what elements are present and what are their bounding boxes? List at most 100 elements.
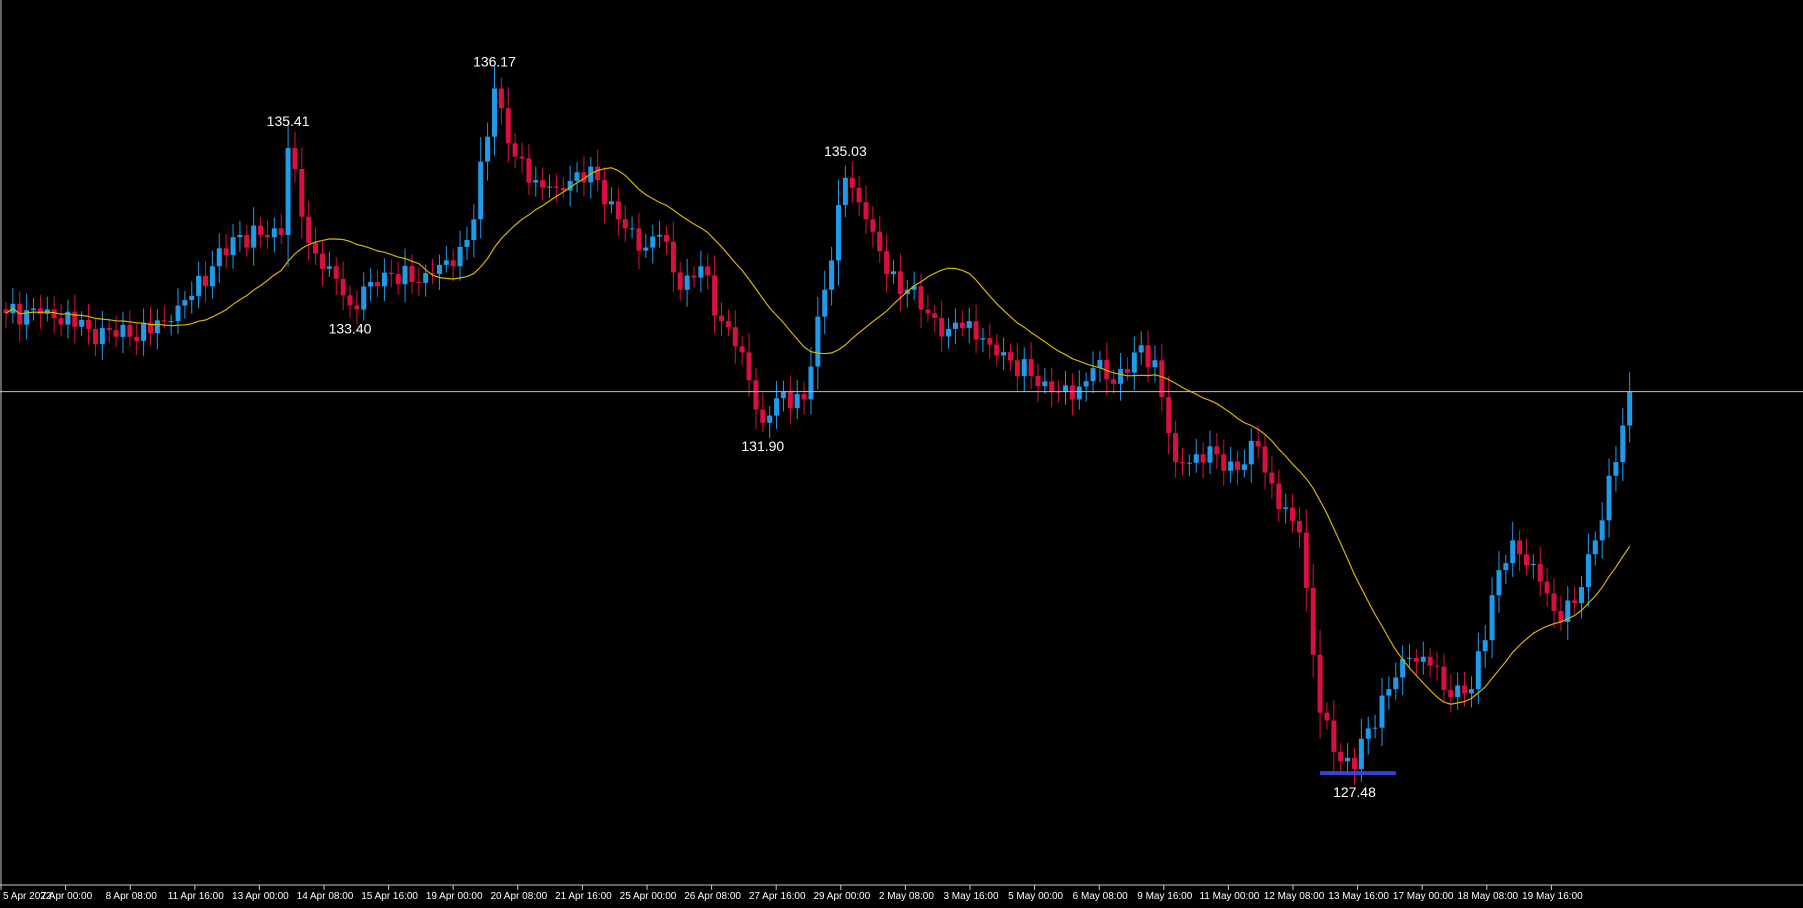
candle [1427, 648, 1433, 678]
candle-body [402, 265, 408, 285]
candle-body [925, 309, 931, 314]
candle-body [1049, 381, 1055, 392]
candle-body [980, 338, 986, 340]
candle-body [361, 286, 367, 310]
candle [120, 311, 126, 354]
candle [946, 317, 952, 349]
candle [705, 253, 711, 290]
candle [99, 310, 105, 360]
candle [147, 307, 153, 346]
candle [1200, 442, 1206, 479]
candle [189, 281, 195, 314]
candle [588, 157, 594, 199]
candle [939, 300, 945, 352]
candle [375, 269, 381, 298]
candle [1138, 331, 1144, 366]
candle [216, 233, 222, 283]
candle-body [381, 272, 387, 287]
candle-body [608, 201, 614, 205]
candle [670, 221, 676, 292]
candle [340, 261, 346, 310]
candle [381, 258, 387, 302]
candle [1042, 367, 1048, 394]
candle [980, 327, 986, 352]
candle [1269, 456, 1275, 500]
candle-body [423, 273, 429, 283]
candle [849, 161, 855, 204]
candle [1221, 439, 1227, 487]
candle-body [1193, 454, 1199, 463]
candle [1379, 677, 1385, 747]
candle-body [533, 180, 539, 183]
candle-body [58, 318, 64, 325]
candle [1544, 568, 1550, 607]
candle [326, 251, 332, 277]
candle-body [1503, 563, 1509, 571]
candle [987, 323, 993, 359]
candle [1331, 700, 1337, 772]
candle-body [1296, 520, 1302, 533]
candle [1407, 644, 1413, 668]
candle [1207, 430, 1213, 475]
candle [629, 216, 635, 239]
candle-body [471, 219, 477, 240]
candle-body [1173, 433, 1179, 463]
candle [1317, 629, 1323, 739]
candle-body [780, 391, 786, 399]
candle-body [1358, 738, 1364, 770]
candle-body [189, 295, 195, 301]
candle [154, 309, 160, 350]
candle [1420, 641, 1426, 675]
candle [285, 120, 291, 267]
x-tick-label: 20 Apr 08:00 [490, 891, 547, 902]
candle [1565, 586, 1571, 641]
x-tick-label: 2 May 08:00 [879, 891, 934, 902]
candle-body [161, 320, 167, 322]
candle [395, 262, 401, 295]
candle [1290, 494, 1296, 533]
candle [877, 215, 883, 263]
candle [491, 65, 497, 156]
candle-body [650, 236, 656, 248]
candle [416, 267, 422, 297]
x-tick-label: 13 May 16:00 [1328, 891, 1389, 902]
candle-body [719, 315, 725, 322]
candle-body [1090, 368, 1096, 382]
candle-body [1007, 352, 1013, 361]
candle [1523, 538, 1529, 575]
candle [1228, 446, 1234, 483]
candle-body [574, 172, 580, 181]
candle [1296, 506, 1302, 548]
candle [829, 246, 835, 306]
candle [1124, 357, 1130, 381]
candle-body [1124, 369, 1130, 373]
candle [223, 234, 229, 269]
candle-body [368, 281, 374, 287]
candle-body [877, 231, 883, 252]
candle-body [203, 275, 209, 287]
candle [835, 179, 841, 286]
candle-body [113, 330, 119, 337]
candle-body [86, 319, 92, 329]
candle-body [1235, 461, 1241, 470]
candle-body [1262, 446, 1268, 473]
candle-body [251, 225, 257, 248]
candle-body [1620, 425, 1626, 463]
candle-body [1606, 475, 1612, 521]
candle [436, 254, 442, 290]
candle [1537, 547, 1543, 597]
candle-body [891, 271, 897, 275]
candle [258, 216, 264, 248]
candle [1014, 343, 1020, 393]
candle [271, 217, 277, 253]
candle [1496, 551, 1502, 613]
candle [1283, 493, 1289, 524]
candle-body [966, 321, 972, 328]
candle [1179, 447, 1185, 476]
candle [443, 245, 449, 273]
candle [842, 165, 848, 218]
candle [1599, 502, 1605, 559]
candle [1090, 351, 1096, 393]
candle-body [1159, 360, 1165, 398]
